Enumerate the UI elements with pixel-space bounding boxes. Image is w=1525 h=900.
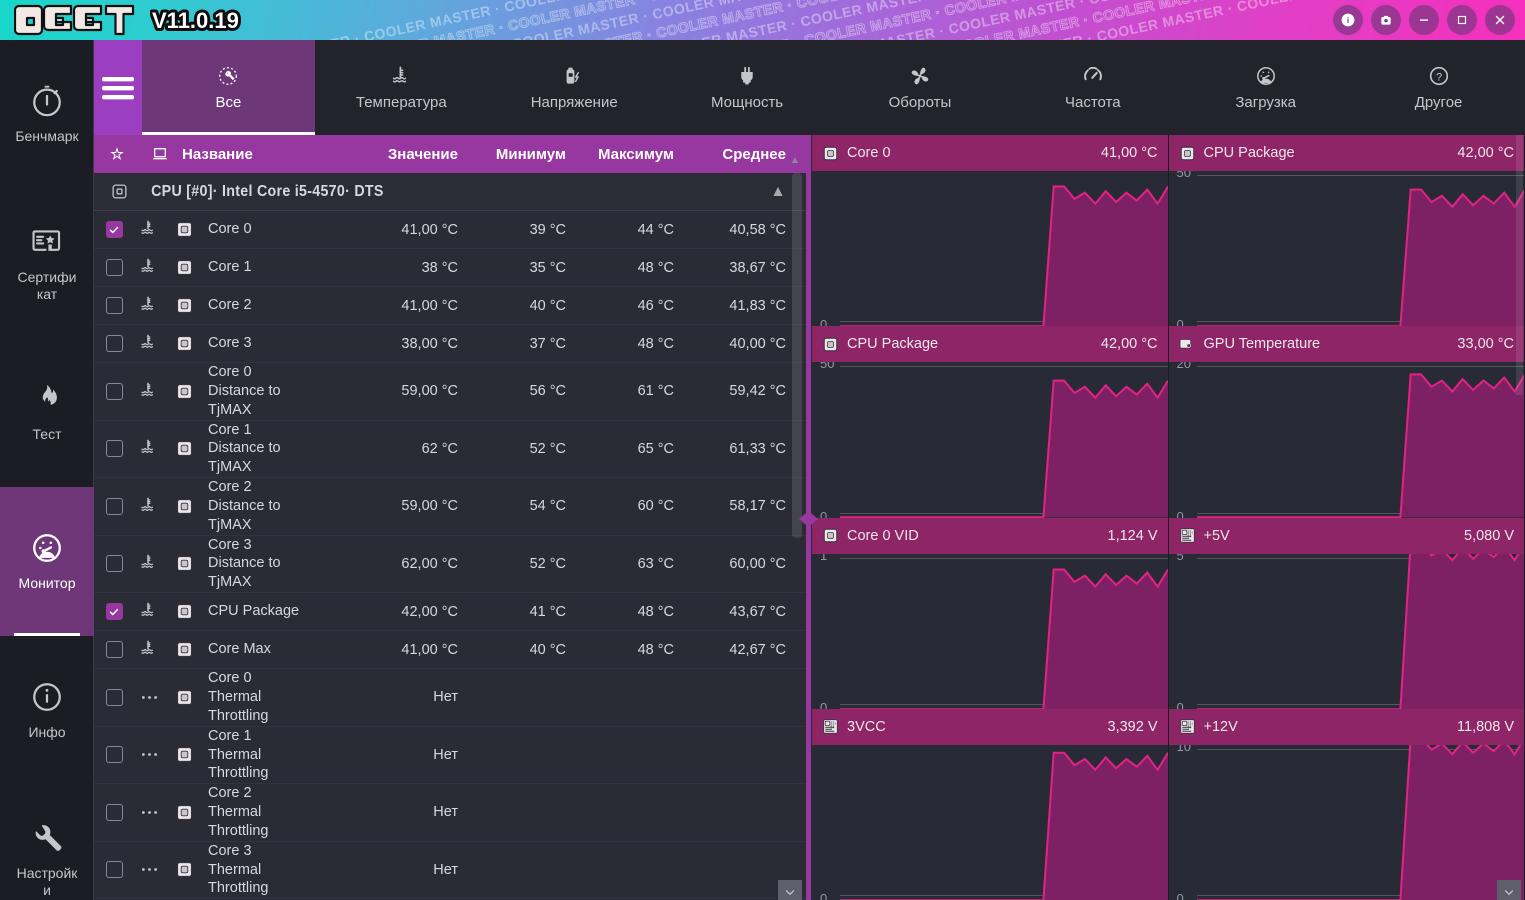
svg-text:V11.0.19: V11.0.19 [152,8,239,33]
svg-text:i: i [1347,16,1349,25]
svg-text:?: ? [1436,71,1442,83]
